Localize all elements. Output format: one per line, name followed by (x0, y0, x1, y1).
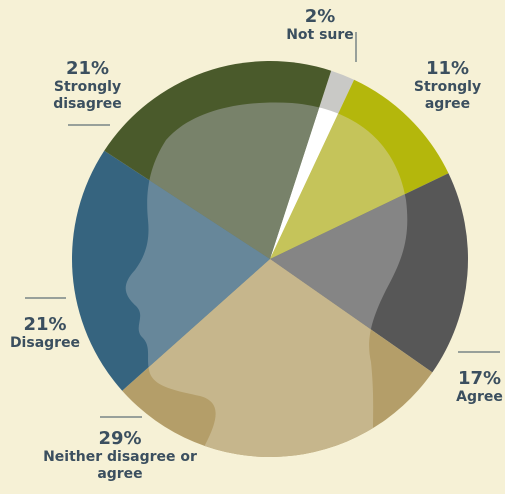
slice-label: 29% Neither disagree or agree (40, 428, 200, 483)
slice-label: 17% Agree (437, 368, 505, 406)
slice-label: 21% Disagree (0, 314, 90, 352)
head-overlay (270, 173, 408, 373)
head-overlay (125, 150, 270, 391)
percent-label: 2% (304, 6, 336, 27)
head-overlay (270, 102, 355, 259)
category-label: Strongly agree (413, 79, 482, 112)
percent-label: 21% (65, 58, 110, 79)
category-label: Agree (456, 389, 503, 405)
percent-label: 17% (457, 368, 502, 389)
percent-label: 11% (425, 58, 470, 79)
percent-label: 29% (98, 428, 142, 449)
category-label: Neither disagree or agree (43, 449, 197, 482)
slice-label: 11% Strongly agree (405, 58, 490, 113)
category-label: Strongly disagree (53, 79, 122, 112)
category-label: Disagree (9, 335, 81, 351)
slice-label: 2% Not sure (275, 6, 365, 44)
percent-label: 21% (23, 314, 67, 335)
slice-label: 21% Strongly disagree (45, 58, 130, 113)
category-label: Not sure (286, 27, 354, 43)
